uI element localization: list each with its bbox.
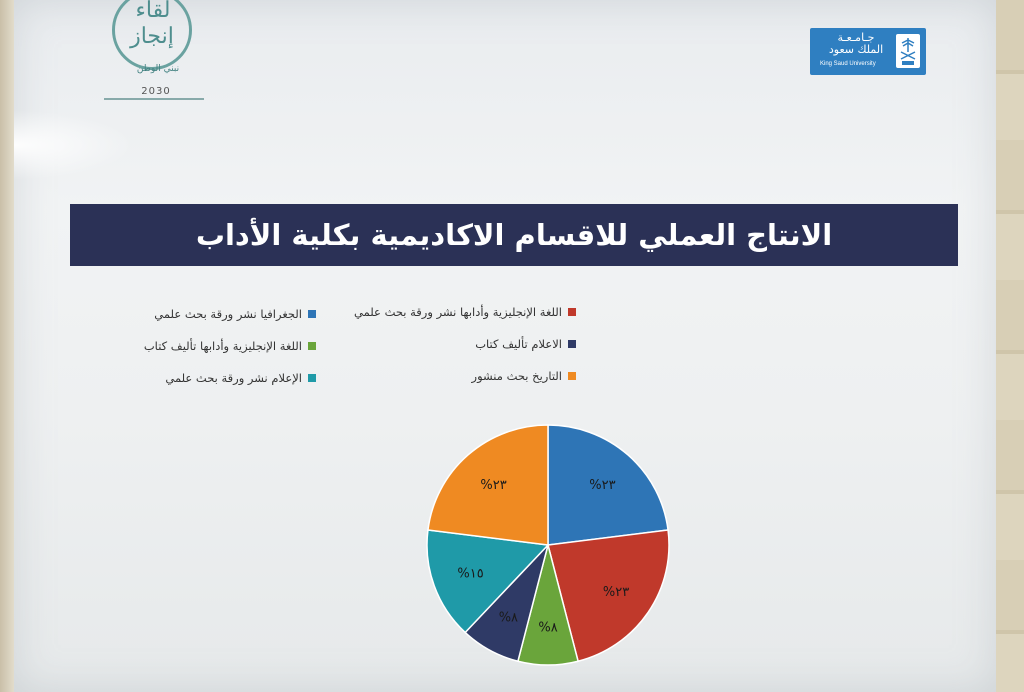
vision-2030-mark: 2030 xyxy=(141,86,171,97)
pie-slice-label: %٨ xyxy=(499,611,518,626)
chart-title-bar: الانتاج العملي للاقسام الاكاديمية بكلية … xyxy=(70,204,958,266)
pie-slice-label: %٨ xyxy=(538,621,557,636)
university-logo: جـامـعـة الملك سعود King Saud University xyxy=(810,28,926,75)
palm-swords-emblem-icon xyxy=(896,34,920,68)
pie-slice-label: %١٥ xyxy=(457,567,483,582)
pie-slice-label: %٢٣ xyxy=(603,585,629,600)
event-logo-line1: لقاء xyxy=(135,0,171,23)
pie-chart: %٢٣ %٢٣ %٨ %٨ %١٥ %٢٣ xyxy=(426,424,670,666)
university-name-arabic-line2: الملك سعود xyxy=(828,43,884,56)
pie-slice xyxy=(427,424,549,546)
light-glare xyxy=(14,110,134,180)
pie-slice xyxy=(547,424,669,546)
event-logo-ring xyxy=(112,0,192,70)
chart-title: الانتاج العملي للاقسام الاكاديمية بكلية … xyxy=(195,218,833,252)
poster: لقاء إنجاز نبني الوطن 2030 جـامـعـة المل… xyxy=(14,0,996,692)
wood-background-right xyxy=(996,0,1024,692)
pie-slice xyxy=(547,529,670,663)
pie-slice-label: %٢٣ xyxy=(589,478,615,493)
event-logo-line2: إنجاز xyxy=(130,24,174,49)
event-logo-subtitle: نبني الوطن xyxy=(136,64,180,74)
pie-slice xyxy=(426,529,550,634)
event-logo: لقاء إنجاز نبني الوطن 2030 xyxy=(98,0,208,100)
vision-underline xyxy=(104,98,204,100)
university-name-arabic-line1: جـامـعـة xyxy=(837,31,875,44)
university-name-arabic: جـامـعـة الملك سعود xyxy=(820,32,892,56)
pie-slice-label: %٢٣ xyxy=(480,478,506,493)
university-name-english: King Saud University xyxy=(820,61,876,67)
wood-background-left xyxy=(0,0,14,692)
